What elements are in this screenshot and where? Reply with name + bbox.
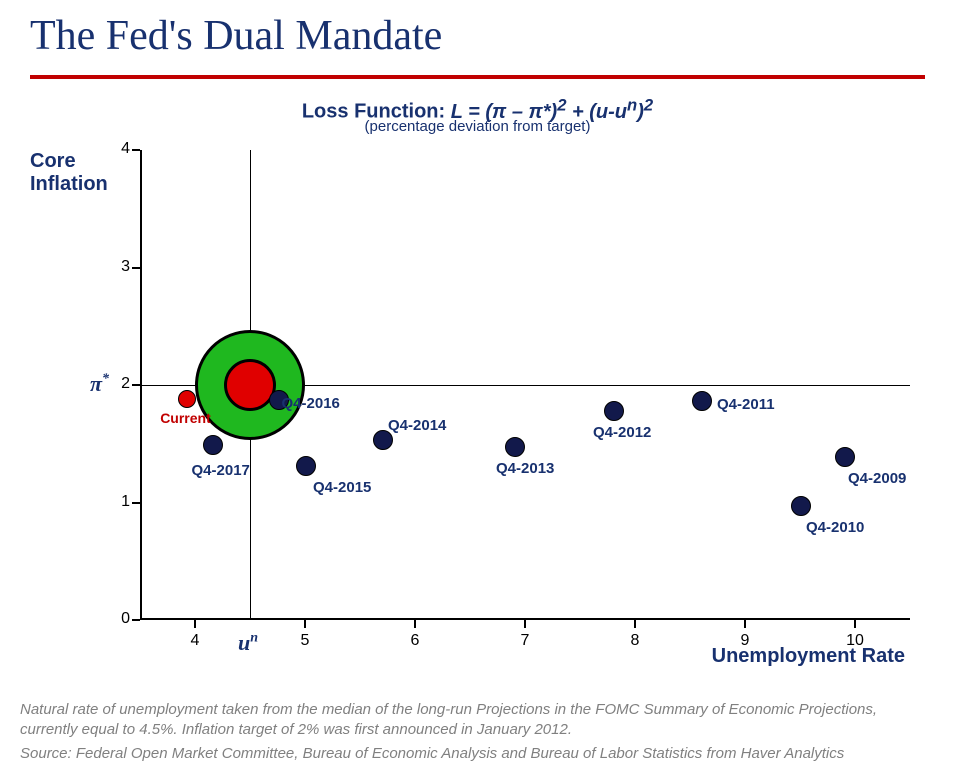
pi-star-label: π*: [90, 371, 109, 397]
data-point: [791, 496, 811, 516]
footnote-1: Natural rate of unemployment taken from …: [20, 700, 935, 741]
data-point-label: Q4-2015: [313, 479, 371, 496]
y-axis-label: CoreInflation: [30, 150, 108, 196]
current-point: [178, 390, 196, 408]
data-point: [835, 447, 855, 467]
data-point: [505, 437, 525, 457]
data-point-label: Q4-2016: [282, 395, 340, 412]
scatter-chart: 0123445678910Q4-2009Q4-2010Q4-2011Q4-201…: [140, 150, 910, 620]
current-point-label: Current: [160, 410, 211, 426]
data-point-label: Q4-2017: [192, 462, 250, 479]
footnote-2: Source: Federal Open Market Committee, B…: [20, 744, 935, 764]
data-point-label: Q4-2011: [717, 396, 775, 413]
data-point-label: Q4-2012: [593, 424, 651, 441]
subtitle-note: (percentage deviation from target): [0, 118, 955, 135]
data-point-label: Q4-2010: [806, 519, 864, 536]
data-point-label: Q4-2014: [388, 417, 446, 434]
data-point-label: Q4-2013: [496, 460, 554, 477]
data-point: [692, 391, 712, 411]
data-point: [604, 401, 624, 421]
data-point: [296, 456, 316, 476]
u-n-label: un: [238, 630, 258, 656]
page-title: The Fed's Dual Mandate: [30, 12, 442, 60]
title-rule: [30, 75, 925, 79]
data-point-label: Q4-2009: [848, 470, 906, 487]
data-point: [203, 435, 223, 455]
